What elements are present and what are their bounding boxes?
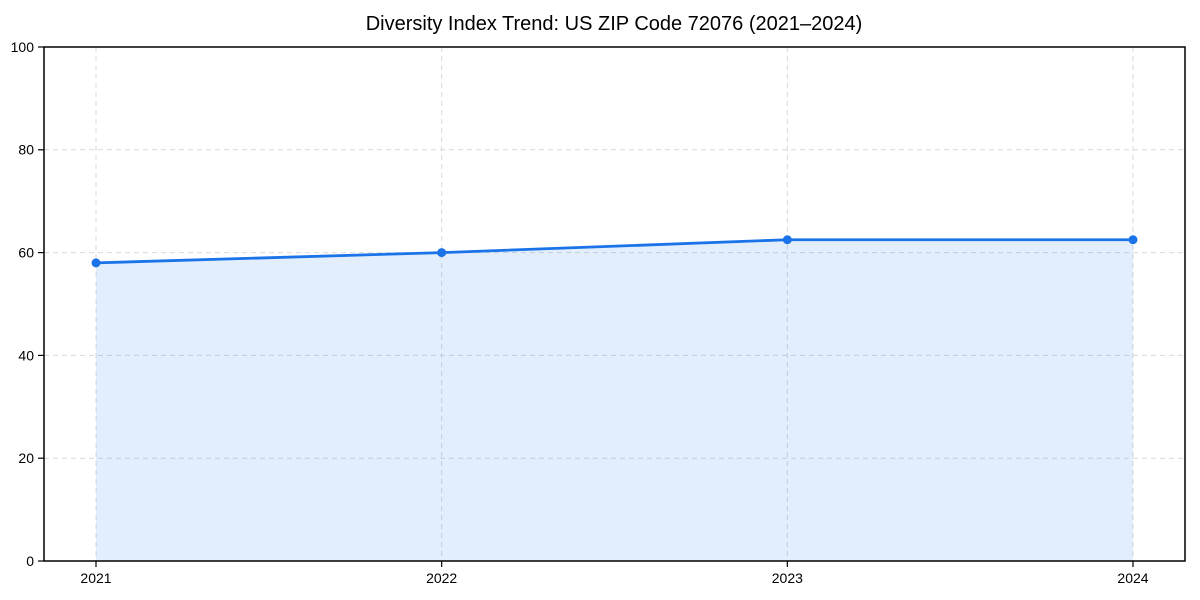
area-fill	[96, 239, 1133, 561]
y-tick-label: 60	[18, 245, 34, 261]
axes-layer: 0 20 40 60 80 100 2021 2022 2023 2024	[11, 39, 1186, 586]
x-tick-label: 2024	[1117, 570, 1148, 586]
data-point-marker	[782, 235, 792, 245]
y-tick-label: 80	[18, 142, 34, 158]
x-tick-label: 2023	[772, 570, 803, 586]
trend-line	[94, 238, 1135, 265]
plot-box-spines	[43, 46, 1186, 562]
data-point-marker	[437, 248, 447, 258]
y-tick-label: 20	[18, 450, 34, 466]
x-tick-label: 2021	[80, 570, 111, 586]
y-tick-label: 0	[26, 553, 34, 569]
y-tick-label: 40	[18, 347, 34, 363]
chart-title: Diversity Index Trend: US ZIP Code 72076…	[366, 13, 863, 35]
y-tick-label: 100	[11, 39, 35, 55]
gridlines-layer	[44, 46, 1185, 562]
x-tick-label: 2022	[426, 570, 457, 586]
data-point-marker	[1128, 235, 1138, 245]
series-layer	[91, 235, 1138, 561]
data-point-marker	[91, 258, 101, 268]
